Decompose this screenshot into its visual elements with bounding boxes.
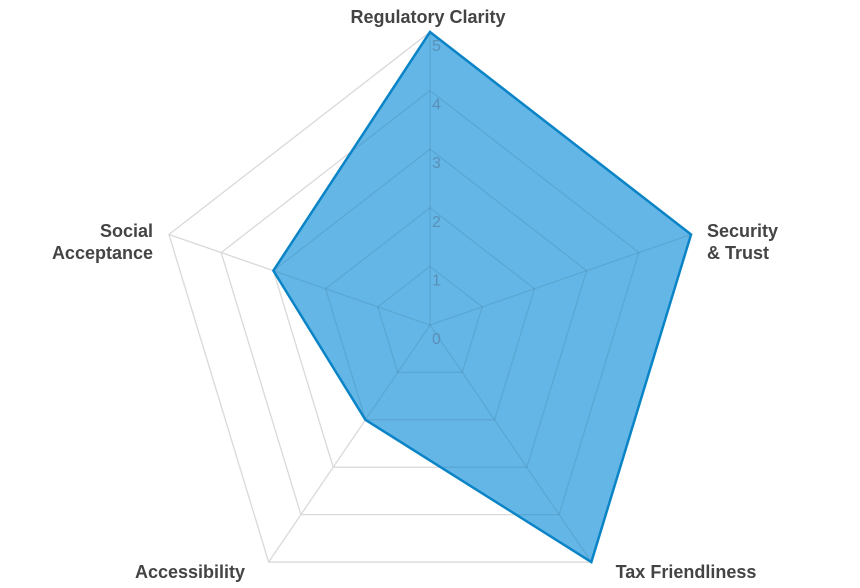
grid-spoke-overlay <box>429 324 592 563</box>
tick-label-5: 5 <box>432 38 441 55</box>
series-line <box>271 30 693 564</box>
series-area <box>273 32 692 563</box>
tick-label-0: 0 <box>432 331 441 348</box>
grid-ring-overlay <box>377 265 483 374</box>
axis-label: Tax Friendliness <box>616 562 757 582</box>
grid-ring-overlay <box>324 206 536 421</box>
axis-label: Regulatory Clarity <box>350 7 505 27</box>
axis-label: Security & Trust <box>707 221 778 263</box>
tick-label-3: 3 <box>432 155 441 172</box>
tick-label-4: 4 <box>432 97 441 114</box>
axis-label: Accessibility <box>135 562 245 582</box>
tick-label-2: 2 <box>432 214 441 231</box>
axis-label: Social Acceptance <box>52 221 153 263</box>
grid-spoke-overlay <box>429 233 692 326</box>
grid-spoke-overlay <box>273 233 431 326</box>
tick-label-1: 1 <box>432 272 441 289</box>
